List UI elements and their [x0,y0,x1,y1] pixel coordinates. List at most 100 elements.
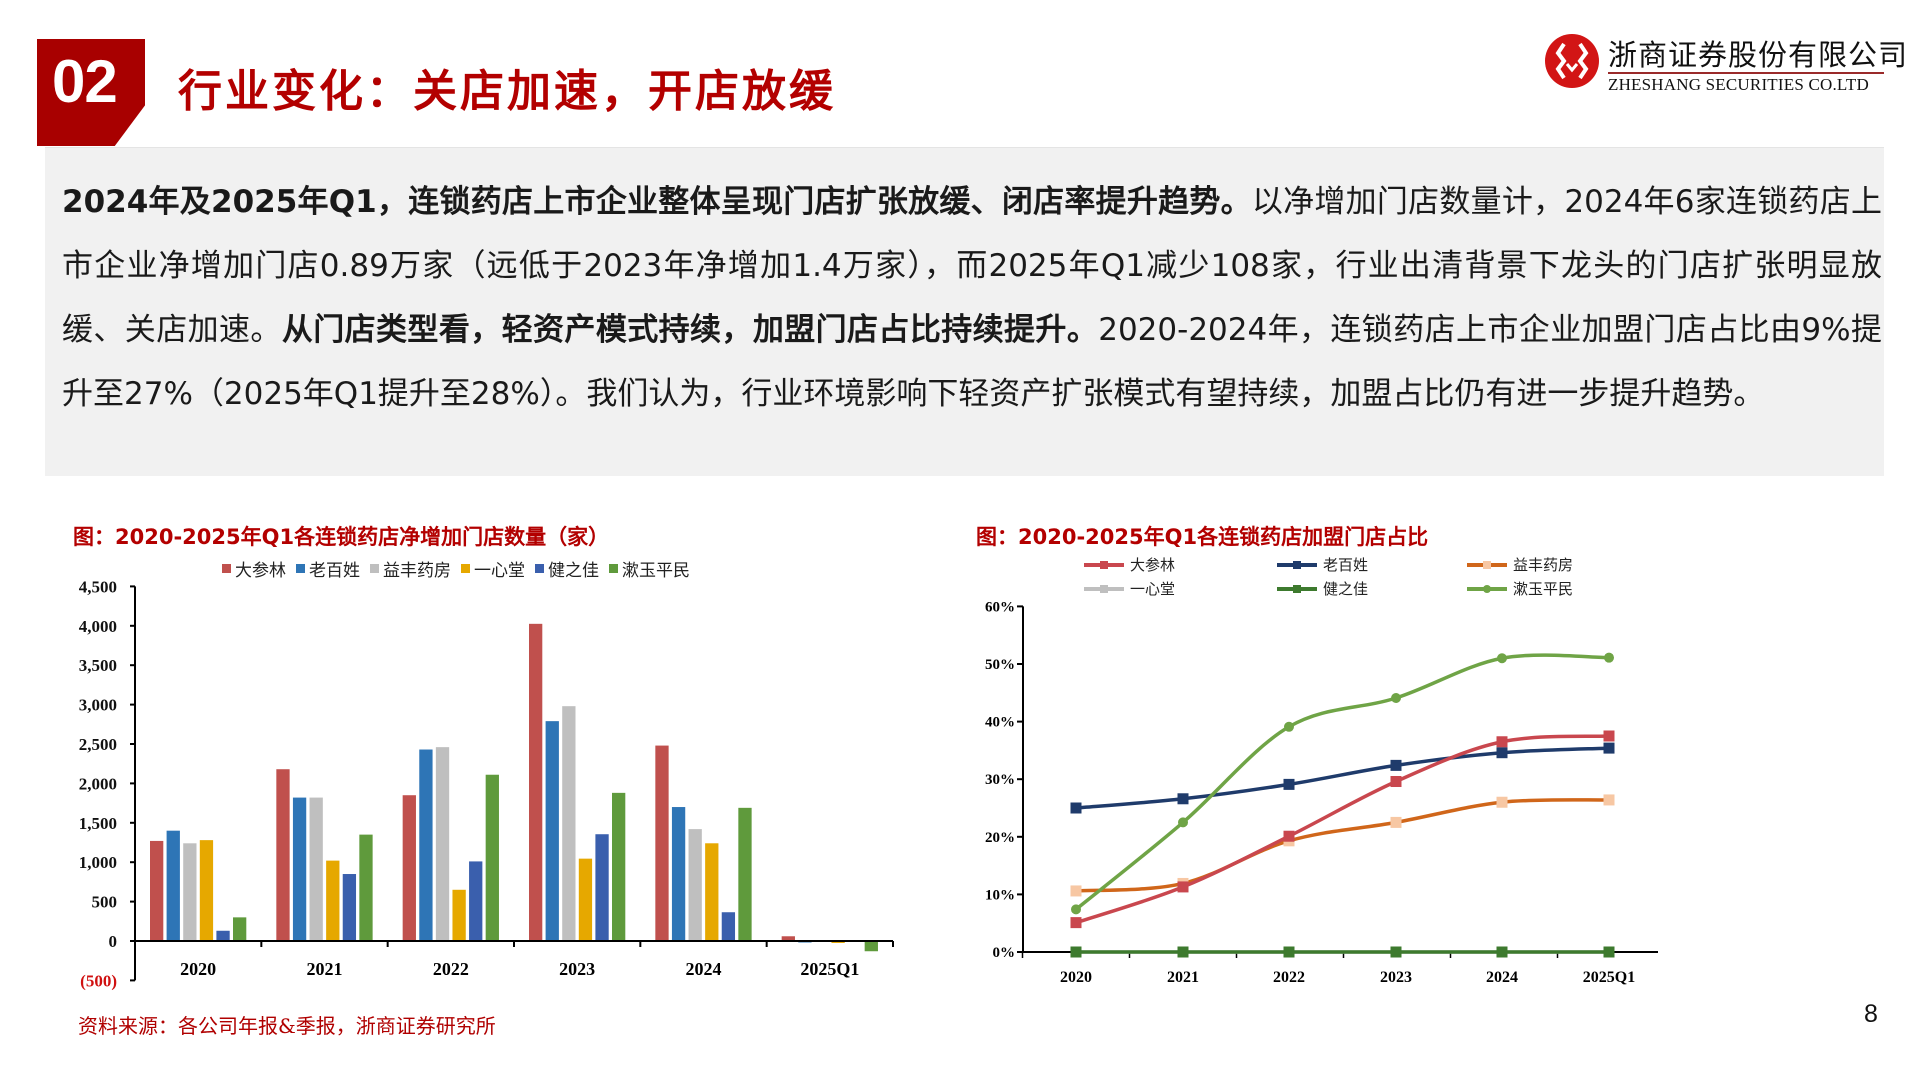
data-point [1070,885,1082,897]
data-point [1070,917,1082,929]
data-point [1070,946,1082,958]
legend-label: 益丰药房 [1513,556,1574,574]
data-point [1496,747,1508,759]
data-point [1603,794,1615,806]
y-tick-label: 1,500 [79,814,117,833]
summary-box: 2024年及2025年Q1，连锁药店上市企业整体呈现门店扩张放缓、闭店率提升趋势… [45,147,1884,476]
legend-item: 益丰药房 [1465,554,1573,575]
data-point [1283,830,1295,842]
data-point [1603,742,1615,754]
source-note: 资料来源：各公司年报&季报，浙商证券研究所 [78,1014,496,1038]
bar [276,769,290,941]
x-tick-label: 2022 [433,959,469,979]
legend-item: 健之佳 [1275,578,1368,599]
bar [435,747,450,941]
legend-label: 益丰药房 [383,561,451,581]
data-point [1284,721,1294,732]
bar [342,874,357,941]
legend-item: 一心堂 [1082,578,1175,599]
bar [738,807,752,941]
bar [655,745,669,941]
bar [183,843,197,941]
bar [529,623,543,941]
data-point [1283,778,1295,790]
y-tick-label: 1,000 [79,853,117,872]
y-tick-label: 2,000 [79,774,117,793]
legend-line-marker-icon [1467,584,1507,593]
section-number-badge: 02 [37,39,145,146]
bar [545,721,559,941]
legend-line-marker-icon [1277,560,1317,569]
bar [671,807,686,941]
legend-label: 健之佳 [1323,580,1369,598]
right-chart-title: 图：2020-2025年Q1各连锁药店加盟门店占比 [976,525,1429,549]
y-tick-label: 60% [985,599,1015,615]
data-point [1177,946,1189,958]
legend-label: 健之佳 [548,561,599,581]
legend-swatch-icon [535,564,544,573]
y-tick-label: 0% [993,945,1016,961]
bar [166,830,180,941]
legend-swatch-icon [222,564,231,573]
legend-item: 大参林 [1082,554,1175,575]
x-tick-label: 2025Q1 [800,959,859,979]
x-tick-label: 2025Q1 [1583,969,1635,986]
legend-label: 老百姓 [309,561,360,581]
data-point [1390,776,1402,788]
bar [199,840,214,941]
legend-label: 大参林 [235,561,286,581]
x-tick-label: 2022 [1273,969,1305,986]
legend-line-marker-icon [1084,560,1124,569]
data-point [1496,946,1508,958]
legend-item: 漱玉平民 [609,556,690,581]
data-point [1496,736,1508,748]
legend-item: 老百姓 [296,556,360,581]
legend-item: 一心堂 [461,556,525,581]
legend-item: 大参林 [222,556,286,581]
bar [419,749,433,941]
bar [309,797,323,941]
data-point [1603,946,1615,958]
y-tick-label: 0 [109,932,118,951]
x-tick-label: 2024 [1486,969,1518,986]
legend-item: 健之佳 [535,556,599,581]
x-tick-label: 2020 [180,959,216,979]
legend-label: 大参林 [1130,556,1176,574]
legend-swatch-icon [296,564,305,573]
legend-item: 老百姓 [1275,554,1368,575]
y-tick-label: 500 [92,893,118,912]
data-point [1177,881,1189,893]
legend-label: 漱玉平民 [1513,580,1574,598]
bar [705,843,719,941]
bar [485,774,499,941]
summary-text-2: 2020-2024年，连锁药店上市企业加盟门店占比由9%提升至27%（2025年… [62,312,1882,412]
series-line [1075,746,1610,810]
legend-swatch-icon [461,564,470,573]
logo-emblem-icon [1545,34,1599,88]
section-number: 02 [52,48,118,115]
bar [721,912,736,941]
page-number: 8 [1864,1000,1878,1028]
summary-highlight-1: 2024年及2025年Q1，连锁药店上市企业整体呈现门店扩张放缓、闭店率提升趋势… [62,184,1252,220]
right-line-chart: 0% 10% 20% 30% 40% 50% 60% 2020 2021 2022 2023 2024… [985,599,1658,986]
data-point [1603,730,1615,742]
bar [452,889,466,941]
company-logo: 浙商证券股份有限公司 ZHESHANG SECURITIES CO.LTD [1540,32,1907,94]
legend-label: 老百姓 [1323,556,1369,574]
y-tick-label: 10% [985,887,1015,903]
bar [562,706,576,941]
bar [402,795,416,941]
series-line [1075,734,1610,925]
data-point [1391,692,1401,703]
summary-highlight-2: 从门店类型看，轻资产模式持续，加盟门店占比持续提升。 [281,312,1099,348]
logo-text-en: ZHESHANG SECURITIES CO.LTD [1608,75,1869,94]
legend-label: 一心堂 [474,561,525,581]
legend-label: 漱玉平民 [622,561,690,581]
y-tick-label: 20% [985,830,1015,846]
y-tick-label: 3,000 [79,696,117,715]
legend-line-marker-icon [1467,560,1507,569]
data-point [1390,759,1402,771]
bar [469,861,483,941]
bar [578,858,593,941]
right-chart-legend: 大参林 老百姓 益丰药房一心堂 健之佳 漱玉平民 [1082,554,1642,604]
